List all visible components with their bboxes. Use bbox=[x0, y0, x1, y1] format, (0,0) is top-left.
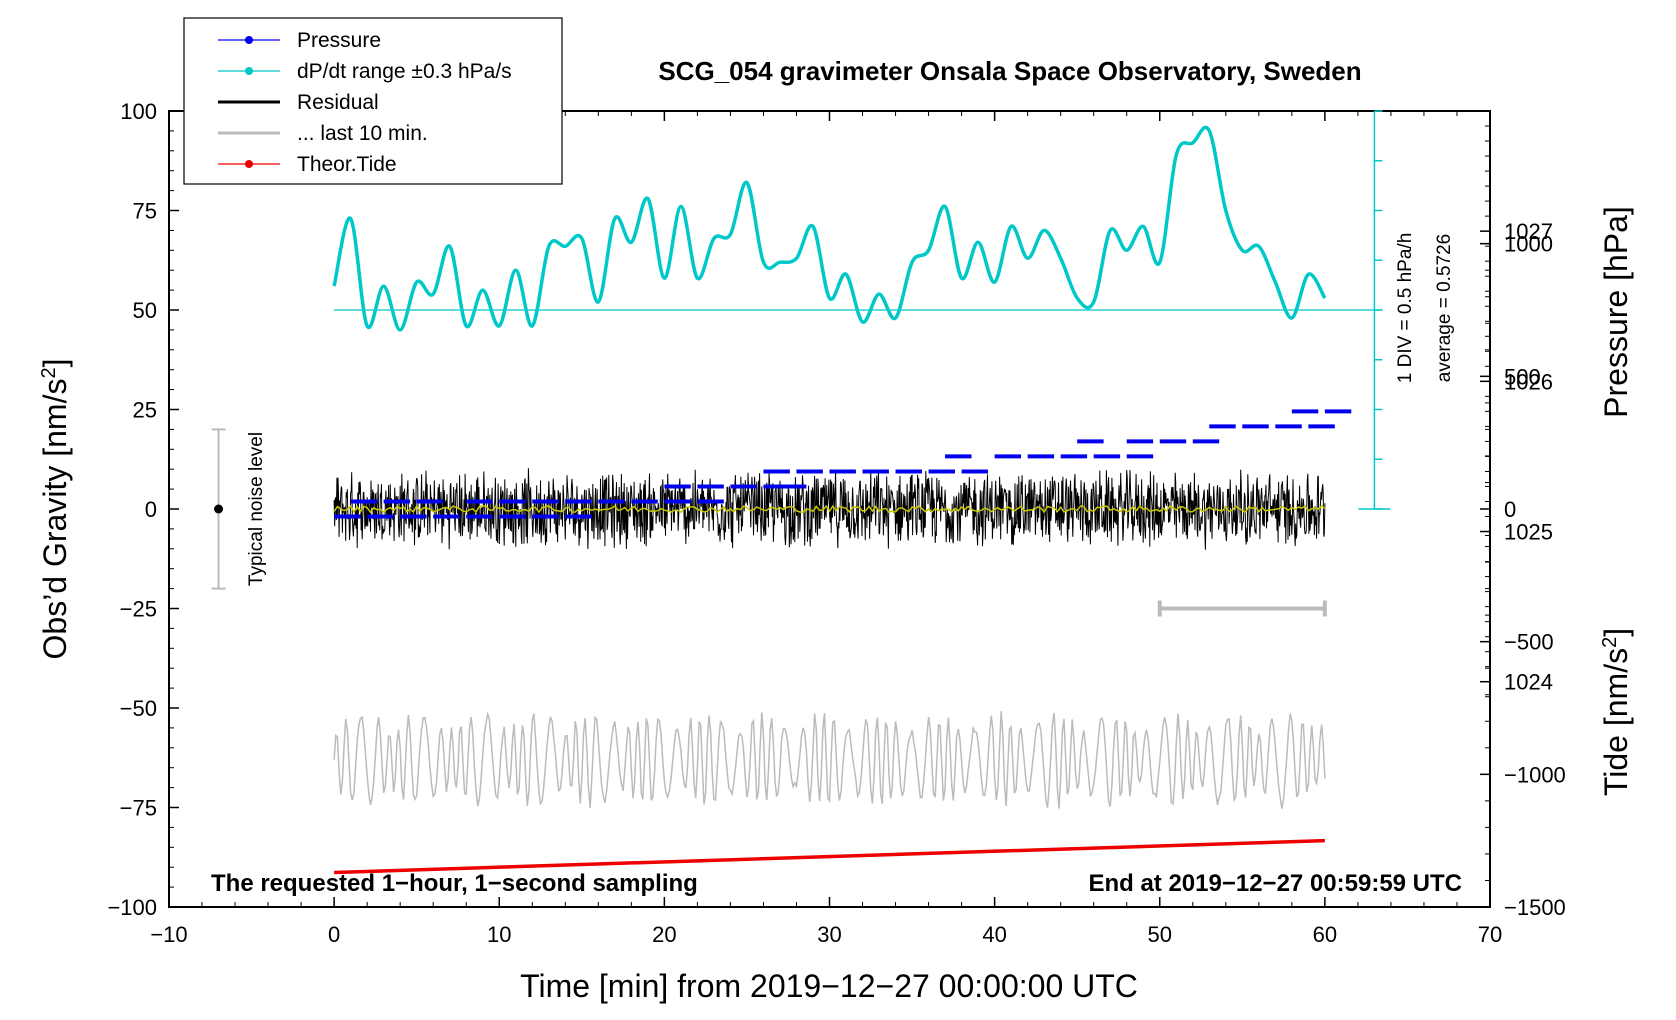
legend-marker bbox=[245, 36, 253, 44]
pressure-scale-bar-layer bbox=[1157, 110, 1391, 617]
legend: Pressure dP/dt range ±0.3 hPa/s Residual..… bbox=[183, 17, 563, 185]
tide-tick-label: 0 bbox=[1504, 497, 1516, 522]
tick-layer: −10 0 10 20 30 40 50 60 701007550250−25−50−75−10… bbox=[107, 99, 1565, 947]
y-axis-title-tide: Tide [nm/s2] bbox=[1598, 628, 1634, 796]
x-tick-label: 30 bbox=[817, 922, 841, 947]
noise-level-label: Typical noise level bbox=[246, 432, 267, 586]
y-tick-label: −25 bbox=[120, 597, 157, 622]
legend-label: Theor.Tide bbox=[297, 153, 397, 176]
pressure-tick-label: 1027 bbox=[1504, 219, 1553, 244]
legend-label: Pressure bbox=[297, 29, 381, 52]
tide-line bbox=[334, 838, 1325, 875]
pressure-tick-label: 1024 bbox=[1504, 670, 1553, 695]
y-tick-label: 75 bbox=[133, 199, 157, 224]
tide-tick-label: −1000 bbox=[1504, 762, 1566, 787]
x-tick-label: 60 bbox=[1313, 922, 1337, 947]
chart-title: SCG_054 gravimeter Onsala Space Observat… bbox=[658, 56, 1361, 86]
noise-bar-layer bbox=[211, 428, 226, 590]
tide-tick-label: −500 bbox=[1504, 630, 1554, 655]
legend-marker bbox=[245, 67, 253, 75]
y-tick-label: −100 bbox=[107, 895, 157, 920]
x-axis-title: Time [min] from 2019−12−27 00:00:00 UTC bbox=[520, 968, 1138, 1004]
x-tick-label: −10 bbox=[150, 922, 187, 947]
annotation-end-time: End at 2019−12−27 00:59:59 UTC bbox=[1088, 870, 1462, 897]
dpdt-layer bbox=[332, 125, 1327, 332]
pressure-tick-label: 1026 bbox=[1504, 369, 1553, 394]
tide-tick-label: 1000 bbox=[1504, 232, 1553, 257]
legend-label: Residual bbox=[297, 91, 379, 114]
y-tick-label: 50 bbox=[133, 298, 157, 323]
x-tick-label: 50 bbox=[1148, 922, 1172, 947]
noise-bar-center-dot bbox=[214, 504, 224, 514]
y-tick-label: −50 bbox=[120, 696, 157, 721]
y-axis-title-pressure: Pressure [hPa] bbox=[1598, 206, 1634, 418]
y-tick-label: 0 bbox=[145, 497, 157, 522]
y-tick-label: 100 bbox=[120, 99, 157, 124]
pressure-tick-label: 1025 bbox=[1504, 520, 1553, 545]
pressure-layer bbox=[334, 409, 1352, 519]
legend-entries: Pressure dP/dt range ±0.3 hPa/s Residual..… bbox=[218, 29, 512, 176]
scale-bar-div-label: 1 DIV = 0.5 hPa/h bbox=[1395, 233, 1416, 384]
x-tick-label: 70 bbox=[1478, 922, 1502, 947]
tide-tick-label: −1500 bbox=[1504, 895, 1566, 920]
annotation-sampling: The requested 1−hour, 1−second sampling bbox=[211, 870, 698, 897]
residual-line bbox=[333, 468, 1326, 550]
x-tick-label: 20 bbox=[652, 922, 676, 947]
y-tick-label: −75 bbox=[120, 796, 157, 821]
tide-tick-label: 500 bbox=[1504, 364, 1541, 389]
last-10-min-layer bbox=[333, 711, 1326, 809]
scale-bar-average-label: average = 0.5726 bbox=[1434, 234, 1455, 382]
x-tick-label: 10 bbox=[487, 922, 511, 947]
legend-label: ... last 10 min. bbox=[297, 122, 428, 145]
y-tick-label: 25 bbox=[133, 398, 157, 423]
x-tick-label: 40 bbox=[982, 922, 1006, 947]
tide-layer bbox=[334, 838, 1325, 875]
x-tick-label: 0 bbox=[328, 922, 340, 947]
legend-label: dP/dt range ±0.3 hPa/s bbox=[297, 60, 512, 83]
dpdt-line bbox=[332, 125, 1327, 332]
y-axis-title-left: Obs’d Gravity [nm/s2] bbox=[37, 359, 73, 660]
residual-layer bbox=[333, 468, 1326, 550]
residual-smoothed-line bbox=[333, 504, 1326, 514]
last-10-min-line bbox=[333, 711, 1326, 809]
legend-marker bbox=[245, 160, 253, 168]
